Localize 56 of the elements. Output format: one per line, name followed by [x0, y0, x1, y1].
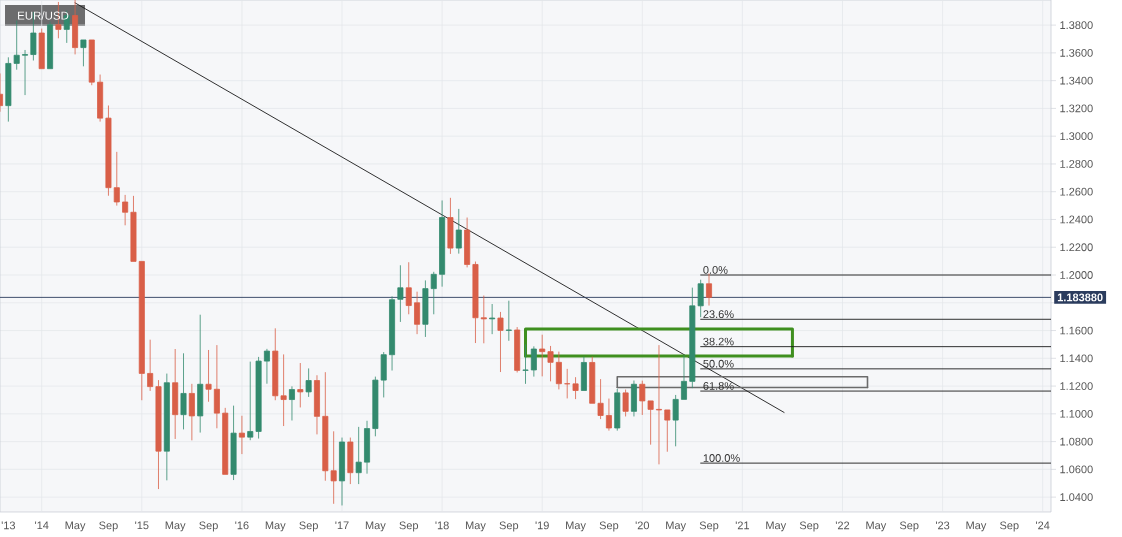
series-label: 50.0% — [703, 359, 734, 368]
y-tick-label: 1.1000 — [1060, 409, 1093, 418]
y-tick-label: 1.2400 — [1060, 215, 1093, 224]
x-tick-label: '24 — [1036, 521, 1050, 530]
x-tick-label: May — [265, 521, 286, 532]
x-tick-label: May — [165, 521, 186, 532]
x-tick-label: Sep — [299, 521, 318, 532]
x-tick-label: Sep — [499, 521, 519, 532]
y-tick-label: 1.2600 — [1060, 187, 1093, 196]
y-tick-label: 1.0600 — [1060, 465, 1093, 474]
x-tick-label: May — [566, 521, 586, 532]
x-tick-label: '16 — [235, 521, 249, 530]
y-tick-label: 1.3000 — [1060, 132, 1093, 141]
x-tick-label: '18 — [435, 521, 449, 530]
ref-line-label: 1.183880 — [1057, 293, 1103, 302]
x-tick-label: Sep — [1000, 521, 1019, 532]
x-tick-label: May — [866, 521, 887, 532]
x-tick-label: Sep — [599, 521, 619, 532]
y-tick-label: 1.0800 — [1060, 437, 1093, 446]
x-tick-label: '13 — [1, 521, 16, 530]
y-tick-label: 1.1600 — [1060, 326, 1093, 335]
x-tick-label: '20 — [635, 521, 650, 530]
x-tick-label: '22 — [835, 521, 850, 530]
series-label: 23.6% — [703, 310, 734, 319]
x-tick-label: Sep — [799, 521, 819, 532]
y-tick-label: 1.1400 — [1060, 354, 1093, 363]
y-tick-label: 1.0400 — [1060, 493, 1093, 502]
x-tick-label: Sep — [899, 521, 919, 532]
series-label: 100.0% — [703, 454, 740, 462]
x-tick-label: May — [666, 521, 687, 532]
x-tick-label: Sep — [399, 521, 419, 532]
y-tick-label: 1.3200 — [1060, 104, 1093, 113]
x-tick-label: May — [465, 521, 486, 532]
x-tick-label: '17 — [335, 521, 349, 530]
x-tick-label: May — [65, 521, 86, 532]
y-tick-label: 1.3800 — [1060, 21, 1093, 30]
series-label: 38.2% — [703, 337, 734, 346]
x-tick-label: May — [365, 521, 386, 532]
x-tick-label: '21 — [735, 521, 750, 530]
y-tick-label: 1.1200 — [1060, 382, 1093, 390]
x-tick-label: May — [766, 521, 787, 532]
x-tick-label: '15 — [135, 521, 149, 530]
x-tick-label: May — [966, 521, 987, 532]
y-tick-label: 1.2000 — [1060, 271, 1093, 279]
x-tick-label: Sep — [99, 521, 118, 532]
text: EUR/USD — [18, 11, 69, 20]
x-tick-label: Sep — [199, 521, 218, 532]
y-tick-label: 1.3600 — [1060, 48, 1093, 57]
series-label: 0.0% — [703, 266, 728, 274]
x-tick-label: '19 — [535, 521, 549, 530]
x-tick-label: '14 — [35, 521, 49, 530]
y-tick-label: 1.2800 — [1060, 160, 1093, 168]
x-tick-label: '23 — [935, 521, 950, 530]
x-tick-label: Sep — [699, 521, 719, 532]
y-tick-label: 1.3400 — [1060, 76, 1093, 85]
y-tick-label: 1.2200 — [1060, 243, 1093, 252]
